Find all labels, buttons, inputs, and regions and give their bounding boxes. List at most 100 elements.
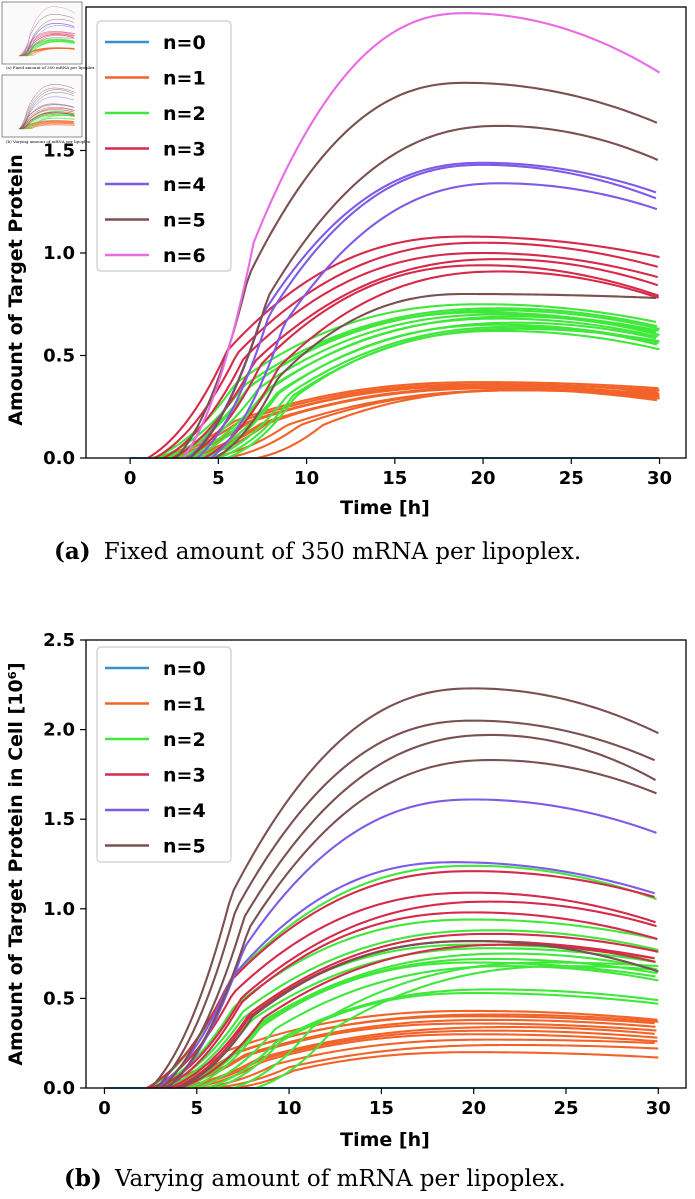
x-tick-label: 25 <box>559 468 584 489</box>
thumbnail-caption-a: (a) Fixed amount of 350 mRNA per lipople… <box>6 65 95 70</box>
thumbnail-line <box>25 25 75 57</box>
legend-box <box>96 20 232 272</box>
y-tick-label: 0.5 <box>43 988 75 1009</box>
y-tick-label: 1.0 <box>43 243 75 264</box>
x-tick-label: 10 <box>294 468 319 489</box>
legend-label: n=0 <box>163 658 206 680</box>
series-line-n5 <box>175 81 658 459</box>
thumbnail-line <box>23 122 75 130</box>
thumbnail-line <box>20 89 74 130</box>
series-line-n2 <box>189 317 658 459</box>
thumbnail-line <box>28 124 75 130</box>
y-tick-label: 0.0 <box>43 1078 75 1099</box>
legend-label: n=4 <box>163 174 206 196</box>
thumbnail-line <box>24 115 75 130</box>
chart-a-lines <box>130 12 661 460</box>
thumbnail-line <box>22 6 76 57</box>
series-line-n3 <box>171 258 659 459</box>
thumbnail-line <box>25 117 74 130</box>
series-line-n1 <box>233 1051 659 1090</box>
chart-a-y-axis-label: Amount of Target Protein <box>5 154 27 425</box>
series-line-n3 <box>151 891 656 1089</box>
thumbnail-line <box>26 37 75 57</box>
legend-label: n=3 <box>163 765 206 787</box>
chart-a-legend: n=0 n=1 n=2 n=3 n=4 n=5 n=6 <box>96 20 232 272</box>
thumbnail-line <box>19 103 75 130</box>
caption-b: (b) Varying amount of mRNA per lipoplex. <box>64 1165 566 1192</box>
thumbnail-line <box>19 107 75 130</box>
series-line-n5 <box>166 759 657 1089</box>
chart-b-legend: n=0 n=1 n=2 n=3 n=4 n=5 <box>96 646 232 863</box>
y-tick-label: 1.5 <box>43 141 75 162</box>
legend-label: n=5 <box>163 836 206 858</box>
legend-label: n=2 <box>163 729 206 751</box>
chart-b-lines <box>104 687 659 1090</box>
series-line-n5 <box>189 124 659 459</box>
series-line-n2 <box>255 965 658 1089</box>
series-line-n1 <box>144 1009 658 1090</box>
series-line-n1 <box>161 1018 656 1090</box>
y-tick-label: 0.5 <box>43 346 75 367</box>
thumbnail-line <box>21 14 75 57</box>
series-line-n3 <box>168 932 659 1089</box>
caption-a-text: Fixed amount of 350 mRNA per lipoplex. <box>104 539 581 565</box>
x-tick-label: 0 <box>98 1098 111 1119</box>
chart-b-y-axis-label: Amount of Target Protein in Cell [10⁶] <box>5 662 27 1065</box>
x-tick-label: 0 <box>124 468 137 489</box>
legend-label: n=0 <box>163 32 206 54</box>
x-tick-label: 5 <box>212 468 225 489</box>
thumbnail-line <box>19 106 75 130</box>
series-line-n5 <box>160 733 657 1089</box>
series-line-n5 <box>177 940 659 1089</box>
series-line-n2 <box>226 329 660 459</box>
series-line-n4 <box>210 182 658 459</box>
thumbnail-line <box>30 115 74 130</box>
x-tick-label: 15 <box>382 468 407 489</box>
chart-a: 0 5 10 15 20 25 30 0.00.51.01.5 n=0n=1n=2n=3n=… <box>5 6 687 519</box>
caption-a: (a) Fixed amount of 350 mRNA per lipople… <box>54 538 581 565</box>
y-tick-label: 0.0 <box>43 448 75 469</box>
thumbnail-inset: (a) Fixed amount of 350 mRNA per lipople… <box>1 1 95 144</box>
legend-label: n=3 <box>163 139 206 161</box>
thumbnail-line <box>30 48 74 57</box>
series-line-n3 <box>147 235 660 459</box>
thumbnail-line <box>20 111 75 130</box>
legend-label: n=4 <box>163 800 206 822</box>
thumbnail-line <box>24 23 75 57</box>
chart-a-y-ticks: 0.0 0.5 1.0 1.5 <box>43 141 86 469</box>
series-line-n3 <box>179 943 656 1089</box>
series-line-n1 <box>167 1022 657 1090</box>
series-line-n3 <box>186 264 659 459</box>
x-tick-label: 10 <box>277 1098 302 1119</box>
series-line-n4 <box>196 163 657 459</box>
chart-b-frame <box>85 639 687 1089</box>
thumbnail-line <box>20 96 74 130</box>
thumbnail-b-lines <box>18 84 76 130</box>
thumbnail-line <box>18 31 76 57</box>
series-line-n1 <box>191 1033 658 1090</box>
thumbnail-line <box>23 18 74 57</box>
chart-b-x-axis-label: Time [h] <box>340 1129 430 1151</box>
legend-label: n=2 <box>163 103 206 125</box>
y-tick-label: 2.5 <box>43 630 75 651</box>
series-line-n3 <box>154 241 659 459</box>
caption-a-label: (a) <box>54 538 91 565</box>
x-tick-label: 20 <box>471 468 496 489</box>
series-line-n3 <box>163 911 658 1089</box>
x-tick-label: 5 <box>191 1098 204 1119</box>
x-tick-label: 25 <box>553 1098 578 1119</box>
thumbnail-line <box>20 92 74 130</box>
series-line-n3 <box>163 251 659 459</box>
series-line-n4 <box>187 161 657 459</box>
series-line-n2 <box>205 988 659 1090</box>
series-line-n4 <box>166 798 657 1089</box>
series-line-n2 <box>159 929 659 1089</box>
series-line-n3 <box>203 270 659 459</box>
thumbnail-line <box>19 87 75 130</box>
x-tick-label: 20 <box>461 1098 486 1119</box>
series-line-n5 <box>155 719 656 1089</box>
thumbnail-line <box>26 123 75 130</box>
thumbnail-line <box>18 84 75 130</box>
series-line-n1 <box>215 1043 659 1090</box>
